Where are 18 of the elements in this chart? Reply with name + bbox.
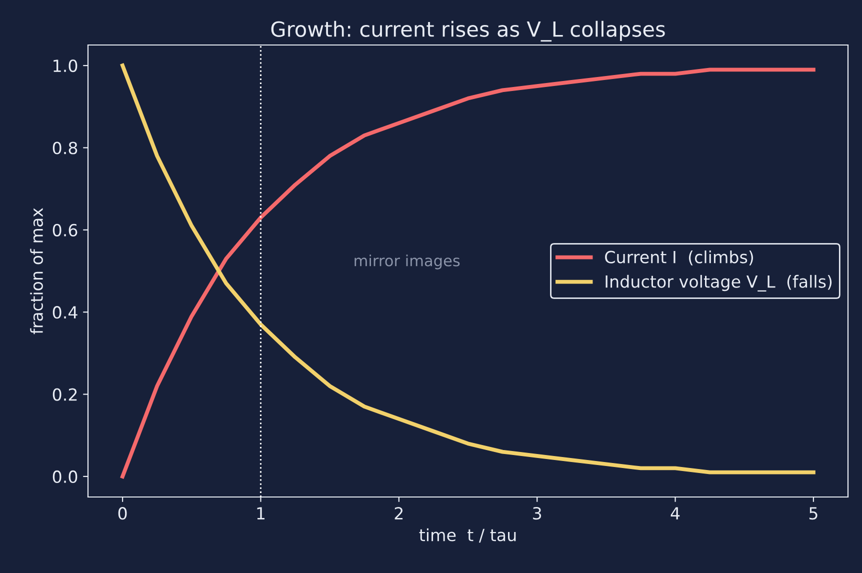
y-tick-label: 0.8: [52, 142, 78, 154]
x-axis-title: time t / tau: [419, 528, 516, 543]
legend-label: Inductor voltage V_L (falls): [606, 274, 832, 292]
y-tick-label: 1.0: [54, 60, 78, 72]
x-tick-label: 0: [118, 507, 127, 520]
y-tick-label: 0.4: [52, 306, 78, 319]
x-tick-label: 4: [670, 507, 680, 520]
x-tick-label: 3: [533, 507, 542, 520]
chart-title: Growth: current rises as V_L collapses: [271, 20, 665, 42]
x-tick-label: 5: [809, 507, 818, 520]
y-tick-label: 0.2: [52, 388, 77, 401]
y-tick-label: 0.0: [52, 470, 78, 484]
x-tick-label: 1: [257, 507, 264, 520]
legend-label: Current I (climbs): [605, 250, 754, 266]
y-tick-label: 0.6: [52, 224, 78, 236]
annotation: mirror images: [354, 254, 460, 270]
x-tick-label: 2: [394, 507, 403, 520]
y-axis-title: fraction of max: [30, 208, 43, 334]
